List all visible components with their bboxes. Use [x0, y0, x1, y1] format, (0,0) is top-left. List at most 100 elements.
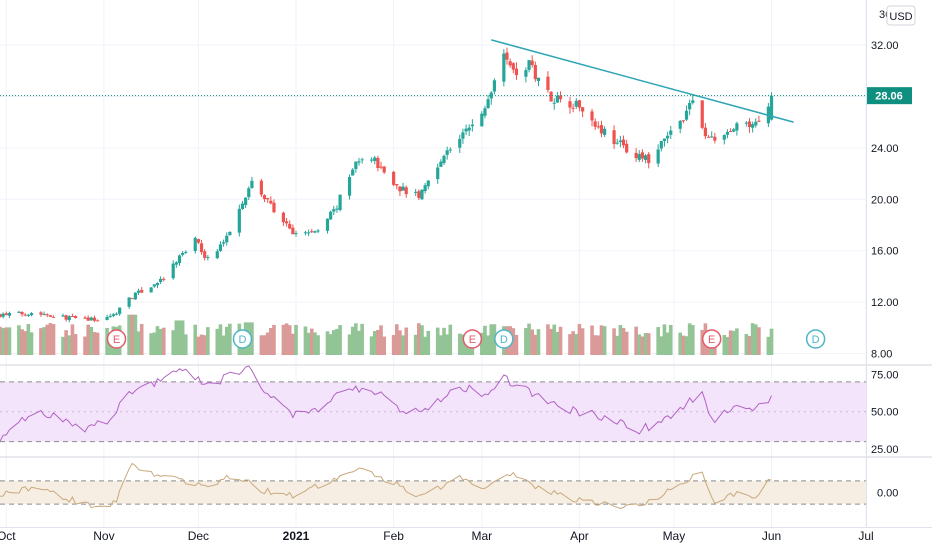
volume-bar — [401, 335, 405, 355]
candle-body — [684, 110, 689, 120]
candle-body — [414, 191, 418, 193]
candle-body — [159, 278, 163, 282]
volume-bar — [281, 324, 286, 355]
event-marker-label: D — [812, 334, 820, 346]
volume-bar — [404, 327, 409, 355]
candle-body — [218, 244, 223, 251]
volume-bar — [394, 324, 399, 355]
volume-bar — [574, 334, 579, 355]
volume-bar — [558, 326, 563, 355]
volume-bar — [158, 328, 163, 355]
volume-bar — [678, 332, 683, 355]
candle-body — [445, 150, 449, 155]
candle-body — [669, 130, 673, 135]
candle-body — [193, 237, 197, 252]
volume-bar — [26, 324, 31, 355]
candle-body — [357, 161, 361, 163]
volume-bar — [766, 336, 771, 355]
time-tick-label: Feb — [383, 529, 404, 543]
candle-body — [536, 77, 541, 82]
candle-body — [647, 154, 651, 164]
candle-body — [162, 278, 166, 280]
volume-bar — [555, 331, 560, 355]
candle-body — [1, 313, 5, 317]
candle-body — [105, 317, 109, 320]
volume-bar — [602, 326, 607, 355]
event-marker-label: D — [500, 334, 508, 346]
volume-bar — [376, 329, 380, 355]
candle-body — [502, 53, 506, 82]
volume-bar — [20, 329, 24, 355]
earnings-marker[interactable]: E — [701, 329, 722, 349]
candle-body — [199, 243, 204, 253]
candle-body — [555, 95, 559, 103]
candle-body — [329, 211, 333, 220]
volume-bar — [306, 332, 311, 355]
candle-body — [511, 63, 515, 70]
candle-body — [643, 155, 648, 160]
volume-bar — [347, 334, 352, 355]
candle-body — [574, 100, 578, 107]
candle-body — [398, 186, 402, 192]
candle-body — [508, 61, 512, 66]
volume-bar — [744, 334, 749, 355]
time-tick-label: Apr — [570, 529, 589, 543]
candle-body — [92, 317, 97, 321]
dividend-marker[interactable]: D — [232, 329, 253, 349]
last-price-label: 28.06 — [875, 91, 903, 103]
volume-bar — [51, 324, 56, 355]
volume-bar — [139, 324, 144, 355]
candle-body — [530, 60, 534, 66]
volume-bar — [417, 323, 421, 355]
volume-bar — [599, 325, 604, 355]
earnings-marker[interactable]: E — [462, 329, 483, 349]
dividend-marker[interactable]: D — [805, 329, 826, 349]
candle-body — [26, 314, 30, 316]
candle-body — [395, 184, 399, 186]
currency-button[interactable]: USD — [886, 5, 916, 26]
candle-body — [313, 231, 317, 233]
dividend-marker[interactable]: D — [494, 329, 514, 349]
rsi-tick-label: 50.00 — [871, 407, 899, 419]
volume-bar — [423, 336, 427, 355]
volume-bar — [183, 334, 188, 355]
candle-body — [51, 316, 56, 318]
volume-bar — [757, 327, 761, 355]
candle-body — [61, 315, 65, 317]
candle-body — [401, 186, 405, 191]
time-tick-label: Mar — [471, 529, 492, 543]
volume-bar — [524, 328, 528, 355]
event-marker-label: E — [469, 334, 476, 346]
volume-bar — [624, 331, 629, 355]
volume-bar — [294, 324, 298, 355]
candle-body — [666, 135, 670, 139]
volume-bar — [656, 327, 660, 355]
candle-body — [262, 195, 267, 200]
volume-bar — [335, 328, 339, 355]
volume-bar — [700, 329, 705, 355]
price-tick-label: 8.00 — [871, 349, 892, 361]
candle-body — [325, 218, 330, 231]
earnings-marker[interactable]: E — [106, 329, 127, 349]
candle-body — [596, 126, 600, 128]
volume-bar — [67, 335, 72, 355]
price-scale[interactable]: OctNovDec2021FebMarAprMayJunJul32.0028.0… — [0, 9, 899, 543]
volume-bar — [420, 325, 424, 355]
volume-bar — [269, 328, 273, 355]
volume-bar — [92, 332, 97, 355]
candle-body — [48, 315, 52, 317]
volume-bar — [338, 325, 342, 355]
volume-bar — [221, 335, 226, 355]
volume-bar — [439, 335, 443, 355]
candle-body — [96, 320, 100, 322]
candle-body — [181, 252, 185, 255]
candle-body — [152, 284, 156, 287]
candle-body — [514, 68, 519, 76]
volume-bar — [1, 328, 5, 355]
volume-bar — [369, 336, 374, 355]
candle-body — [533, 64, 537, 80]
candle-body — [700, 100, 704, 128]
candle-body — [621, 139, 626, 146]
